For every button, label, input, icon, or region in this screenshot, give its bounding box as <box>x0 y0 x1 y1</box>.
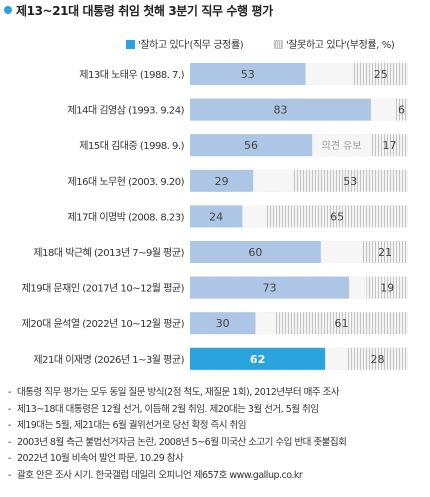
bar-positive <box>190 205 243 228</box>
bar-positive <box>190 312 256 335</box>
category-label: 제14대 김영삼 (1993. 9.24) <box>68 105 185 117</box>
bar-negative <box>346 347 408 370</box>
negative-value-label: 53 <box>343 175 357 188</box>
negative-value-label: 17 <box>382 139 396 152</box>
bar-undecided <box>305 63 354 85</box>
bar-negative <box>366 276 408 299</box>
footnote: -2022년 10월 비속어 발언 파문, 10.29 참사 <box>8 453 184 465</box>
bar-negative <box>266 205 408 228</box>
positive-value-label: 60 <box>248 246 262 259</box>
bar-undecided <box>325 347 347 370</box>
bar-positive <box>190 134 313 157</box>
bar-positive <box>190 347 326 370</box>
bar-negative <box>292 169 408 192</box>
positive-value-label: 62 <box>250 353 265 366</box>
footnotes: - 대통령 직무 평가는 모두 동일 질문 방식(2점 척도, 재질문 1회), … <box>8 385 428 485</box>
bar-positive <box>190 241 321 263</box>
approval-bar-chart: 제13대 노태우 (1988. 7.) 53 25 제14대 김영삼 (1993. 9… <box>22 63 408 370</box>
category-label: 제20대 윤석열 (2022년 10~12월 평균) <box>22 318 185 330</box>
bar-positive <box>190 169 254 192</box>
negative-value-label: 65 <box>330 210 344 223</box>
bar-positive <box>190 98 371 121</box>
legend-positive-swatch-icon <box>126 40 135 49</box>
negative-value-label: 28 <box>370 353 384 366</box>
legend-positive-label: '잘하고 있다'(직무 긍정률) <box>138 40 244 51</box>
positive-value-label: 53 <box>241 68 255 81</box>
positive-value-label: 24 <box>209 210 223 223</box>
positive-value-label: 29 <box>215 175 229 188</box>
legend-negative-swatch-icon <box>274 40 283 49</box>
negative-value-label: 61 <box>335 317 349 330</box>
positive-value-label: 56 <box>244 139 258 152</box>
bar-negative <box>370 134 408 157</box>
negative-value-label: 25 <box>374 68 388 81</box>
footnote: - 대통령 직무 평가는 모두 동일 질문 방식(2점 척도, 재질문 1회), … <box>8 387 340 398</box>
bar-undecided <box>349 276 367 299</box>
bar-negative <box>362 241 408 263</box>
positive-value-label: 83 <box>273 104 287 117</box>
bar-undecided <box>320 241 363 263</box>
bar-undecided <box>242 205 267 228</box>
legend-negative: '잘못하고 있다'(부정률, %) <box>274 36 395 52</box>
chart-title: 제13~21대 대통령 취임 첫해 3분기 직무 수행 평가 <box>16 4 273 18</box>
category-label: 제19대 문재인 (2017년 10~12월 평균) <box>22 283 185 295</box>
category-label: 제17대 이명박 (2008. 8.23) <box>68 211 185 223</box>
category-label: 제16대 노무현 (2003. 9.20) <box>68 176 185 188</box>
bar-undecided <box>312 134 371 157</box>
footnote: -2003년 8월 측근 불법선거자금 논란, 2008년 5~6월 미국산 소… <box>8 436 347 448</box>
negative-value-label: 6 <box>398 104 405 117</box>
positive-value-label: 73 <box>263 282 277 295</box>
negative-value-label: 19 <box>380 282 394 295</box>
bar-undecided <box>255 312 276 335</box>
undecided-annotation: 의견 유보 <box>322 140 362 152</box>
bullet-dot-icon <box>4 6 12 14</box>
footnote: - 제13~18대 대통령은 12월 선거, 이듬해 2월 취임. 제20대는 3… <box>8 403 319 415</box>
bar-negative <box>394 98 408 121</box>
category-label: 제15대 김대중 (1998. 9.) <box>79 140 184 152</box>
legend-negative-label: '잘못하고 있다'(부정률, %) <box>286 40 395 51</box>
bar-undecided <box>253 169 293 192</box>
bar-positive <box>190 276 350 299</box>
category-label: 제18대 박근혜 (2013년 7~9월 평균) <box>33 247 184 259</box>
footnote: - 제19대는 5월, 제21대는 6월 궐위선거로 당선 확정 즉시 취임 <box>8 420 246 432</box>
bar-negative <box>275 312 408 335</box>
bar-undecided <box>370 98 395 121</box>
legend-positive: '잘하고 있다'(직무 긍정률) <box>126 36 244 52</box>
category-label: 제13대 노태우 (1988. 7.) <box>79 69 184 81</box>
bar-positive <box>190 63 306 85</box>
category-label: 제21대 이재명 (2026년 1~3월 평균) <box>33 354 184 366</box>
bar-negative <box>353 63 408 85</box>
positive-value-label: 30 <box>216 317 230 330</box>
negative-value-label: 21 <box>378 246 392 259</box>
footnote: - 괄호 안은 조사 시기. 한국갤럽 데일리 오피니언 제657호 www.ga… <box>8 469 303 481</box>
chart-title-bar: 제13~21대 대통령 취임 첫해 3분기 직무 수행 평가 <box>0 0 430 22</box>
